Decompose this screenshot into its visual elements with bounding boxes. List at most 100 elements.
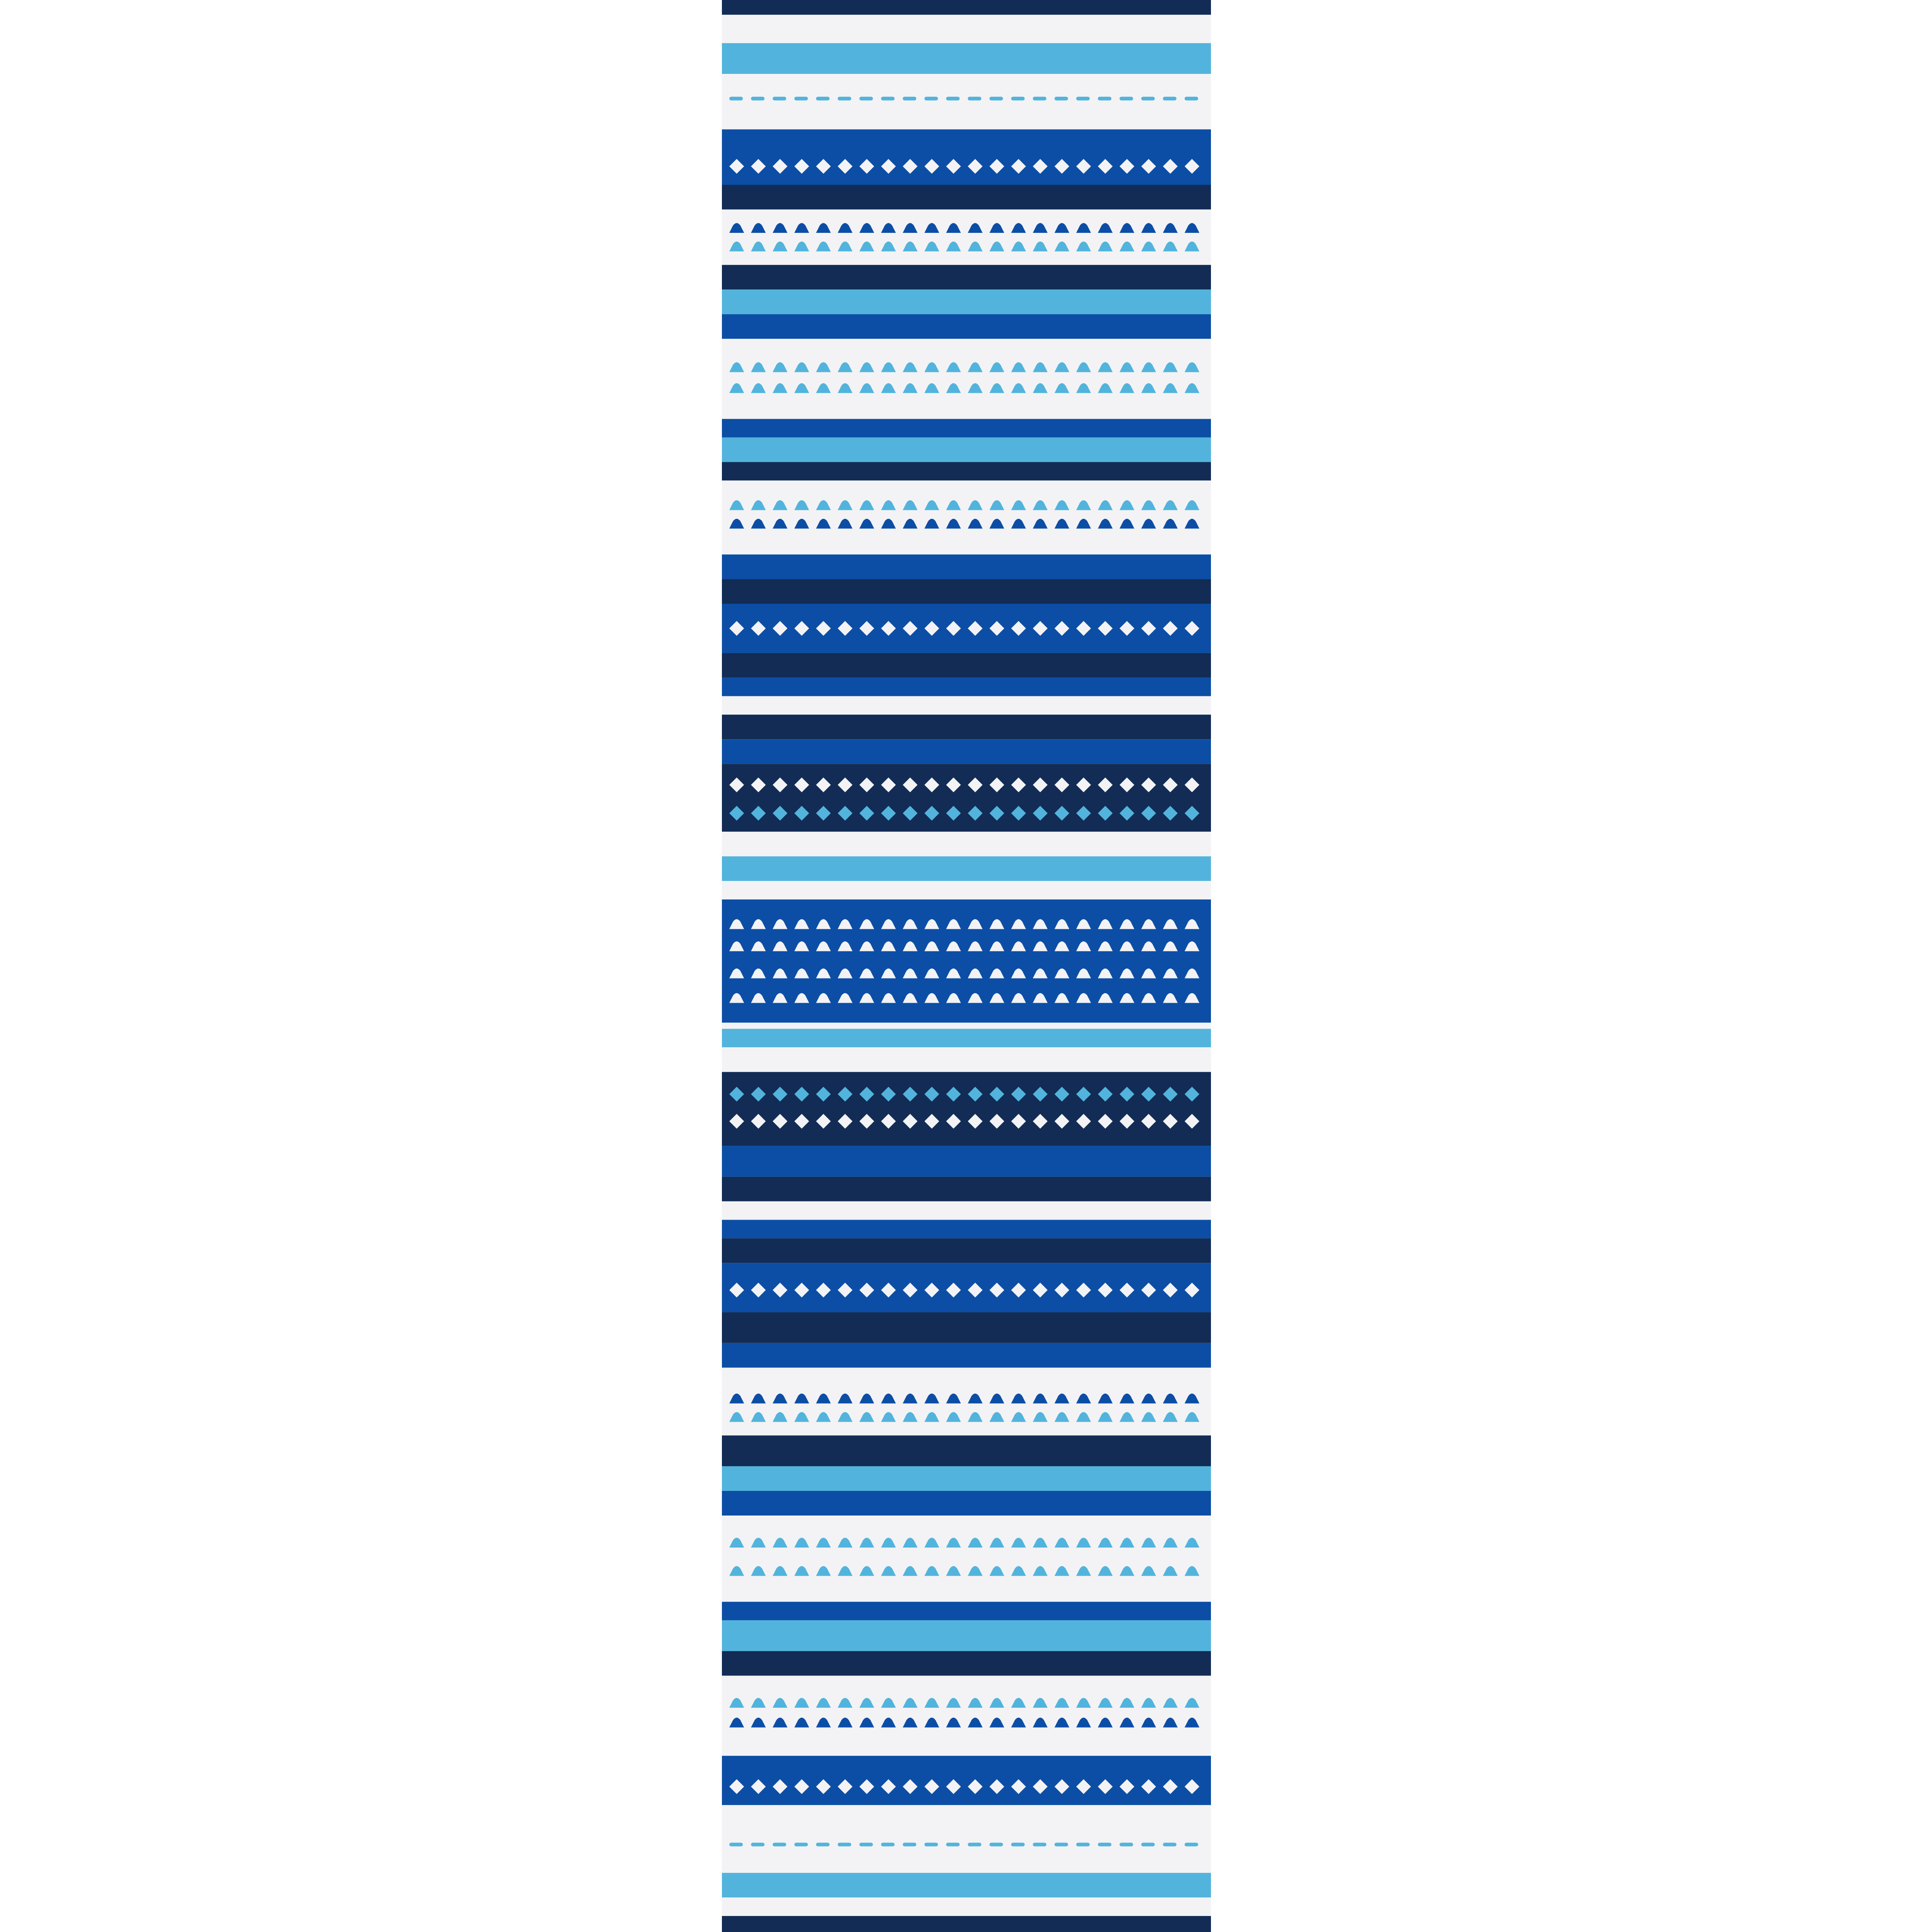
rug-motif [1011,159,1026,174]
rug-motif [1098,1282,1113,1298]
rug-motif [1098,1393,1113,1404]
rug-motif [1184,1717,1200,1728]
rug-motif [902,941,918,951]
rug-motif-row [729,1282,1200,1298]
rug-motif [1011,1087,1026,1102]
rug-motif [838,1698,853,1708]
rug-motif [859,777,874,792]
rug-motif [859,1566,874,1576]
rug-motif [772,1779,788,1794]
rug-motif [989,1412,1004,1422]
rug-motif [946,993,961,1003]
rug-motif [772,1282,788,1298]
rug-motif [772,362,788,372]
rug-motif [1033,223,1048,233]
rug-motif [1054,777,1070,792]
rug-motif [816,518,831,529]
rug-motif [859,1114,874,1129]
rug-motif [751,1779,766,1794]
rug-motif [1054,1393,1070,1404]
rug-motif-row [729,777,1200,792]
rug-stripe [722,899,1211,1023]
rug-motif [1141,500,1156,510]
rug-motif [838,1114,853,1129]
rug-motif [1184,1538,1200,1548]
rug-motif [946,242,961,251]
rug-stripe [722,554,1211,579]
rug-motif [729,223,744,233]
rug-motif [1163,242,1178,251]
rug-motif [1098,518,1113,529]
rug-motif [924,1412,939,1422]
rug-motif [1184,1779,1200,1794]
rug-motif [1011,1538,1026,1548]
rug-motif [946,1282,961,1298]
rug-motif [881,1698,896,1708]
rug-motif [1076,993,1091,1003]
rug-stripe [722,653,1211,678]
rug-stripe [722,1220,1211,1239]
rug-motif [751,223,766,233]
rug-motif [1033,1087,1048,1102]
rug-motif [924,919,939,929]
rug-motif [924,223,939,233]
rug-motif [1119,242,1134,251]
rug-motif [1076,1393,1091,1404]
rug-motif [1054,500,1070,510]
rug-motif [816,806,831,821]
rug-motif [859,968,874,979]
rug-motif [772,1412,788,1422]
rug-motif [751,1393,766,1404]
rug-motif [989,621,1004,636]
rug-motif [729,941,744,951]
rug-motif [1076,941,1091,951]
rug-motif [946,159,961,174]
rug-motif [1141,621,1156,636]
rug-motif [881,1566,896,1576]
rug-motif [838,242,853,251]
rug-motif [1098,1114,1113,1129]
rug-motif [859,993,874,1003]
rug-motif [1054,621,1070,636]
rug-motif [989,941,1004,951]
rug-motif [968,1779,983,1794]
rug-motif [1141,919,1156,929]
rug-motif [816,500,831,510]
rug-motif [968,941,983,951]
rug-motif [1184,518,1200,529]
rug-motif [751,968,766,979]
rug-motif [1011,1393,1026,1404]
rug-stripe [722,339,1211,419]
rug-motif [1011,777,1026,792]
rug-motif [1163,500,1178,510]
rug-motif [1163,941,1178,951]
rug-motif [1076,1412,1091,1422]
rug-stripe [722,437,1211,462]
rug-motif [924,1393,939,1404]
rug-motif [1184,1087,1200,1102]
rug-motif [1163,1566,1178,1576]
rug-motif [1033,383,1048,393]
rug-motif [772,1843,786,1846]
rug-motif [794,919,809,929]
rug-motif [1033,96,1047,101]
rug-motif [968,1412,983,1422]
rug-motif [859,362,874,372]
rug-motif [881,383,896,393]
rug-motif [1033,1717,1048,1728]
rug-motif [1011,941,1026,951]
rug-motif-row [729,621,1200,636]
rug-motif [1141,362,1156,372]
rug-motif [838,993,853,1003]
rug-motif [1141,1779,1156,1794]
rug-motif [1098,1779,1113,1794]
rug-motif [1098,383,1113,393]
rug-motif [1033,919,1048,929]
rug-motif [1141,383,1156,393]
rug-stripe [722,1466,1211,1491]
rug-motif [729,242,744,251]
rug-motif [968,1566,983,1576]
rug-motif [816,1087,831,1102]
rug-motif [772,1538,788,1548]
rug-motif [1163,1412,1178,1422]
